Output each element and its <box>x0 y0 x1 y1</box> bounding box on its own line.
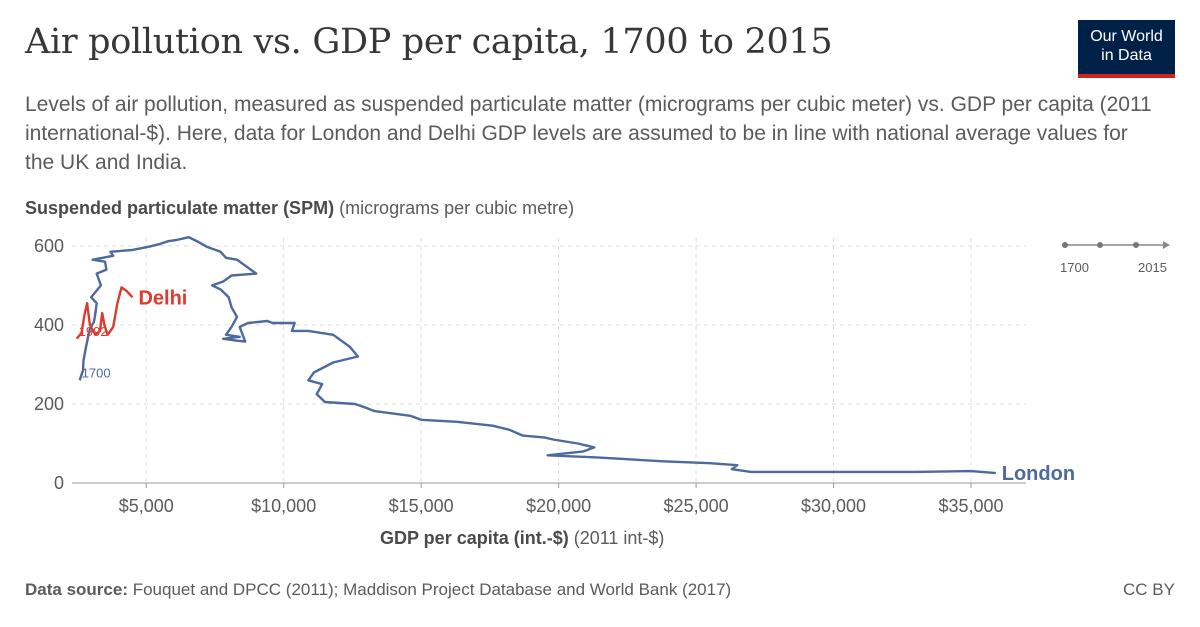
x-tick-label: $20,000 <box>526 496 591 516</box>
y-tick-label: 400 <box>34 315 64 335</box>
x-tick-label: $25,000 <box>664 496 729 516</box>
timeline-dot <box>1133 242 1139 248</box>
x-tick-label: $30,000 <box>801 496 866 516</box>
x-tick-label: $35,000 <box>938 496 1003 516</box>
data-source-label: Data source: <box>25 580 128 599</box>
series-lines <box>75 236 996 475</box>
y-axis-label: Suspended particulate matter (SPM) (micr… <box>25 198 574 219</box>
y-tick-label: 0 <box>54 473 64 493</box>
timeline-end-label: 2015 <box>1138 260 1167 275</box>
axes: 0 200 400 600 $5,000 $10,000 $15,000 $20,000 $25… <box>34 236 1026 516</box>
y-axis-label-bold: Suspended particulate matter (SPM) <box>25 198 335 218</box>
logo-line2: in Data <box>1101 47 1152 64</box>
logo-line1: Our World <box>1090 28 1163 45</box>
series-labels: 1700 London 1992 Delhi <box>79 287 1075 485</box>
data-source: Data source: Fouquet and DPCC (2011); Ma… <box>25 580 731 600</box>
timeline-dot <box>1062 242 1068 248</box>
x-axis-label-bold: GDP per capita (int.-$) <box>380 528 569 548</box>
owid-logo[interactable]: Our World in Data <box>1078 20 1175 78</box>
x-tick-label: $10,000 <box>251 496 316 516</box>
y-axis-label-unit: (micrograms per cubic metre) <box>339 198 575 218</box>
page-subtitle: Levels of air pollution, measured as sus… <box>25 93 1152 174</box>
grid-lines <box>72 238 1026 483</box>
x-tick-label: $5,000 <box>119 496 174 516</box>
series-label-london: London <box>1002 463 1075 485</box>
x-axis-label-unit: (2011 int-$) <box>573 528 665 548</box>
timeline-dot <box>1097 242 1103 248</box>
start-label-delhi: 1992 <box>79 324 108 339</box>
y-tick-label: 200 <box>34 394 64 414</box>
y-tick-label: 600 <box>34 236 64 256</box>
timeline-arrow-icon <box>1163 241 1170 249</box>
page-title: Air pollution vs. GDP per capita, 1700 t… <box>25 22 833 62</box>
x-axis-label: GDP per capita (int.-$) (2011 int-$) <box>380 528 664 549</box>
timeline-start-label: 1700 <box>1060 260 1089 275</box>
x-tick-label: $15,000 <box>389 496 454 516</box>
data-source-text: Fouquet and DPCC (2011); Maddison Projec… <box>132 580 732 599</box>
series-line-delhi <box>75 286 134 340</box>
start-label-london: 1700 <box>82 365 111 380</box>
series-label-delhi: Delhi <box>138 287 187 309</box>
timeline-control[interactable]: 1700 2015 <box>1060 241 1170 275</box>
license-link[interactable]: CC BY <box>1123 580 1175 599</box>
series-line-london <box>78 236 996 475</box>
